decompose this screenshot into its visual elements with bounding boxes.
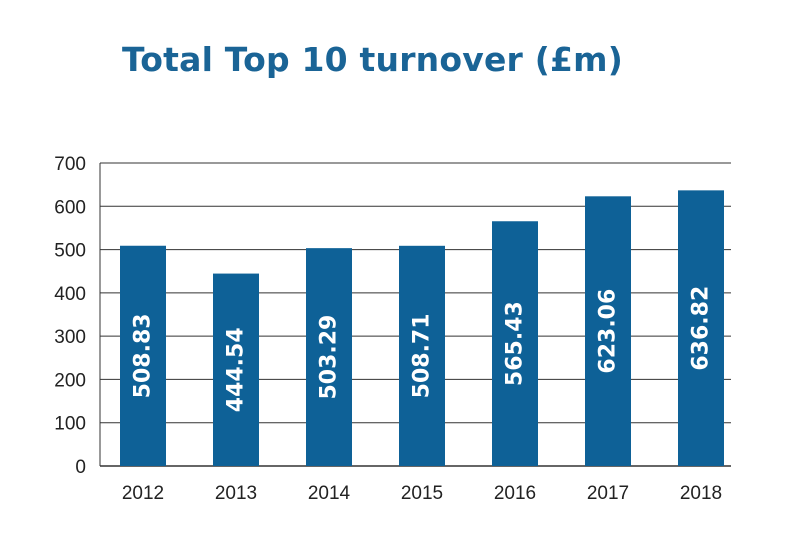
y-tick-label-100: 100 (54, 414, 86, 435)
y-tick-label-0: 0 (75, 457, 86, 478)
bar-2015 (399, 245, 445, 466)
y-tick-label-700: 700 (54, 154, 86, 175)
bar-2018 (678, 190, 724, 467)
x-tick-label-2016: 2016 (494, 483, 536, 504)
y-tick-label-600: 600 (54, 197, 86, 218)
bar-label-2018: 636.82 (689, 286, 714, 371)
bar-label-2012: 508.83 (131, 313, 156, 398)
bar-2017 (585, 196, 631, 467)
x-tick-label-2017: 2017 (587, 483, 629, 504)
bar-label-2015: 508.71 (410, 313, 435, 398)
y-tick-label-500: 500 (54, 241, 86, 262)
bar-label-2013: 444.54 (224, 327, 249, 412)
y-axis-ticks: 0 100 200 300 400 500 600 700 (54, 154, 86, 478)
bar-2013 (213, 273, 259, 466)
y-tick-label-400: 400 (54, 284, 86, 305)
bars: 508.83 444.54 503.29 508.71 565.43 623.06 636.… (120, 190, 724, 467)
chart-title: Total Top 10 turnover (£m) (121, 40, 624, 79)
x-tick-label-2013: 2013 (215, 483, 257, 504)
bar-label-2014: 503.29 (317, 315, 342, 400)
y-tick-label-200: 200 (54, 370, 86, 391)
bar-label-2017: 623.06 (596, 289, 621, 374)
x-tick-label-2015: 2015 (401, 483, 443, 504)
x-axis-ticks: 2012 2013 2014 2015 2016 2017 2018 (122, 483, 722, 504)
x-tick-label-2014: 2014 (308, 483, 351, 504)
y-tick-label-300: 300 (54, 327, 86, 348)
bar-2014 (306, 248, 352, 466)
bar-2016 (492, 221, 538, 466)
x-tick-label-2012: 2012 (122, 483, 164, 504)
bar-2012 (120, 245, 166, 466)
x-tick-label-2018: 2018 (680, 483, 722, 504)
bar-label-2016: 565.43 (503, 301, 528, 386)
